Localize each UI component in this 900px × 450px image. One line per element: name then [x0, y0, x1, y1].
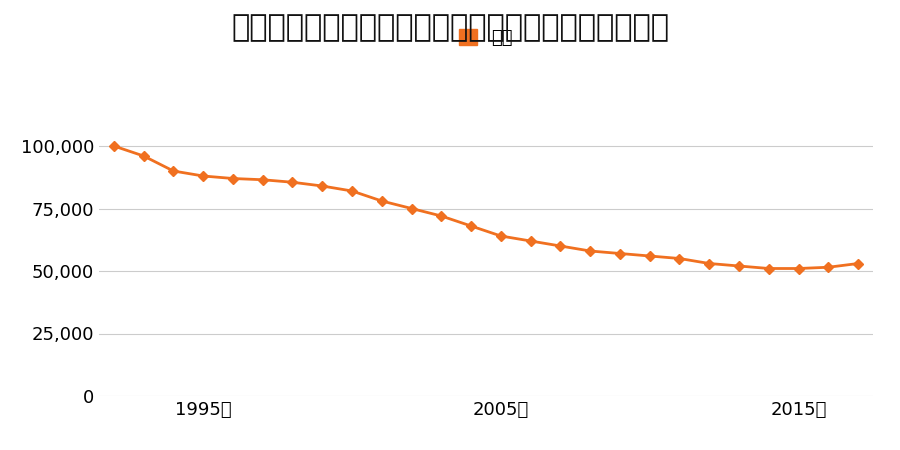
価格	[793, 266, 804, 271]
価格	[228, 176, 238, 181]
価格	[376, 198, 387, 204]
Legend: 価格: 価格	[452, 22, 520, 54]
価格	[317, 183, 328, 189]
価格	[585, 248, 596, 254]
Text: 宮城県仙台市宮城野区小鶴１丁目２８番３の地価推移: 宮城県仙台市宮城野区小鶴１丁目２８番３の地価推移	[231, 14, 669, 42]
価格	[346, 188, 357, 194]
価格	[555, 243, 566, 249]
価格	[109, 143, 120, 148]
価格	[823, 265, 833, 270]
価格	[852, 261, 863, 266]
価格	[139, 153, 149, 159]
価格	[644, 253, 655, 259]
価格	[496, 233, 507, 238]
価格	[704, 261, 715, 266]
価格	[287, 180, 298, 185]
価格	[257, 177, 268, 182]
価格	[763, 266, 774, 271]
価格	[674, 256, 685, 261]
価格	[734, 263, 744, 269]
価格	[465, 223, 476, 229]
Line: 価格: 価格	[111, 143, 861, 272]
価格	[526, 238, 536, 244]
価格	[198, 173, 209, 179]
価格	[615, 251, 626, 256]
価格	[436, 213, 446, 219]
価格	[168, 168, 179, 174]
価格	[406, 206, 417, 211]
